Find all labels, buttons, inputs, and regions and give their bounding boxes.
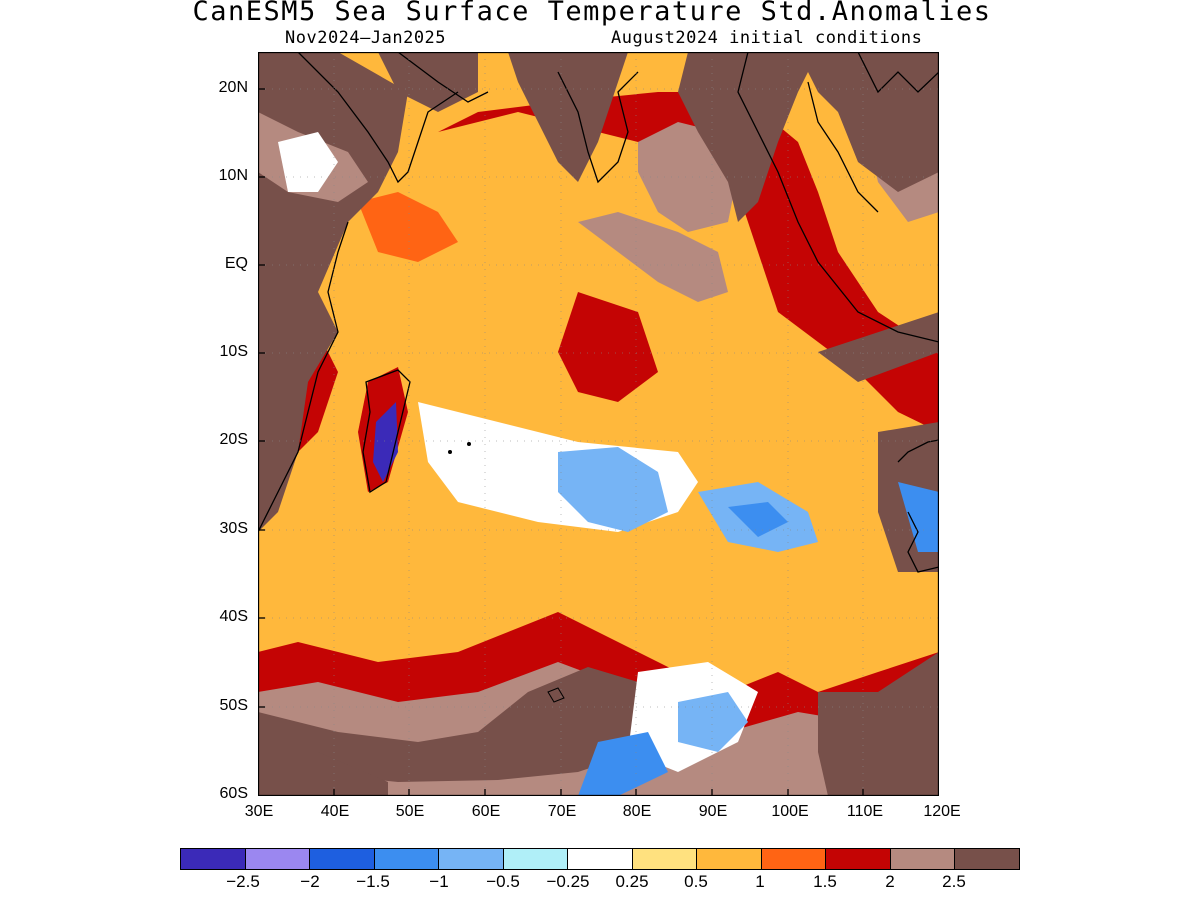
reunion-island	[467, 442, 471, 446]
lon-label-80e: 80E	[622, 803, 652, 820]
southern-brown-west	[258, 667, 658, 782]
southern-brown-sw	[258, 752, 388, 796]
colorbar-label: −0.25	[546, 872, 590, 891]
lat-label-eq: EQ	[224, 255, 248, 272]
coastline-malay	[807, 81, 879, 213]
equatorial-red-band	[438, 92, 939, 432]
southeast-asia-land	[798, 52, 939, 192]
cool-blue-core-2	[728, 502, 788, 537]
colorbar-swatch	[890, 849, 956, 869]
mauritius-island	[448, 450, 452, 454]
lon-label-50e: 50E	[395, 803, 425, 820]
cool-blue-patch-1	[558, 447, 668, 532]
anomaly-map-canvas	[258, 52, 939, 796]
lon-label-30e: 30E	[244, 803, 274, 820]
central-mauve-patch	[578, 212, 728, 302]
coastline-india	[557, 71, 639, 184]
colorbar-label: −2.5	[226, 872, 260, 891]
lat-label-60s: 60S	[219, 785, 248, 802]
colorbar-label: 2.5	[942, 872, 966, 891]
lat-label-40s: 40S	[219, 608, 248, 625]
india-land	[508, 52, 628, 182]
kerguelen-island	[547, 687, 565, 703]
lon-label-90e: 90E	[698, 803, 728, 820]
tick-marks	[258, 88, 864, 796]
colorbar-swatch	[310, 849, 375, 869]
coastline-australia-nw	[897, 439, 939, 463]
colorbar-swatch	[761, 849, 827, 869]
colorbar-swatch	[955, 849, 1019, 869]
forecast-period: Nov2024–Jan2025	[285, 28, 447, 48]
anomaly-map	[258, 52, 939, 796]
central-red-patch	[558, 292, 658, 402]
southern-blue-patch-2	[578, 732, 668, 796]
colorbar-label: 1.5	[813, 872, 837, 891]
colorbar-label: 0.25	[615, 872, 649, 891]
colorbar-label: 0.5	[684, 872, 708, 891]
lat-label-50s: 50S	[219, 697, 248, 714]
arabian-orange	[358, 192, 458, 262]
southern-brown-east	[818, 652, 939, 796]
initial-conditions: August2024 initial conditions	[611, 28, 923, 48]
lat-label-20n: 20N	[218, 79, 248, 96]
colorbar-swatch	[568, 849, 633, 869]
lon-label-110e: 110E	[846, 803, 884, 820]
lat-label-10n: 10N	[218, 167, 248, 184]
lat-label-20s: 20S	[219, 431, 248, 448]
colorbar-swatch	[181, 849, 246, 869]
indonesia-land	[818, 312, 939, 382]
colorbar-label: 2	[885, 872, 895, 891]
graticule	[258, 52, 939, 796]
lon-label-40e: 40E	[320, 803, 350, 820]
australia-west-anomaly	[898, 482, 939, 552]
lon-label-120e: 120E	[923, 803, 961, 820]
colorbar-label: 1	[755, 872, 765, 891]
madagascar-anomaly	[373, 402, 398, 482]
lon-label-60e: 60E	[471, 803, 501, 820]
colorbar-swatch	[503, 849, 569, 869]
lon-label-70e: 70E	[547, 803, 577, 820]
coastline-red-sea	[297, 52, 459, 184]
colorbar-swatch	[826, 849, 891, 869]
coastline-arabia	[397, 52, 489, 103]
colorbar-label: −0.5	[486, 872, 520, 891]
map-frame	[258, 52, 939, 796]
lat-label-30s: 30S	[219, 520, 248, 537]
lat-label-10s: 10S	[219, 343, 248, 360]
colorbar-swatch	[697, 849, 762, 869]
lon-label-100e: 100E	[771, 803, 809, 820]
coastline-africa-east	[258, 221, 349, 533]
indochina-land	[678, 52, 818, 222]
southern-blue-patch	[678, 692, 748, 752]
chart-title: CanESM5 Sea Surface Temperature Std.Anom…	[192, 0, 992, 27]
colorbar	[180, 848, 1020, 870]
colorbar-swatch	[439, 849, 504, 869]
coastline-australia-west	[907, 511, 939, 573]
coastline-madagascar	[362, 369, 411, 494]
colorbar-swatch	[374, 849, 440, 869]
arabia-land	[378, 52, 478, 112]
coastline-southeast-asia	[857, 52, 939, 94]
coastline-sumatra	[737, 52, 939, 343]
colorbar-label: −2	[300, 872, 320, 891]
colorbar-label: −1	[429, 872, 449, 891]
colorbar-label: −1.5	[356, 872, 390, 891]
colorbar-swatch	[632, 849, 698, 869]
colorbar-swatch	[245, 849, 311, 869]
